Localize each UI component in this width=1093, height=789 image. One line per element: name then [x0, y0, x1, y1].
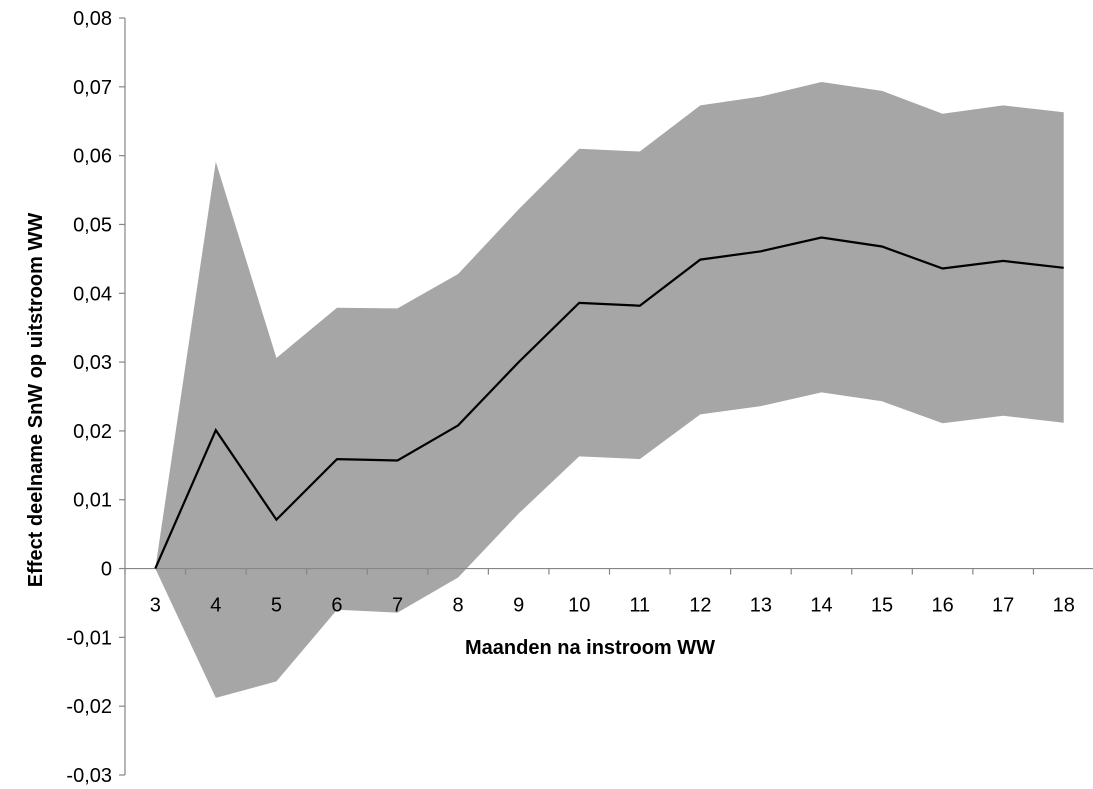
estimate-line [154, 236, 1064, 569]
x-tick-label: 16 [931, 595, 953, 617]
x-tick-label: 9 [513, 595, 524, 617]
x-tick-label: 11 [629, 595, 650, 617]
confidence-band-layer [155, 82, 1064, 698]
y-tick-label: 0,02 [73, 421, 112, 443]
x-tick-label: 13 [750, 595, 772, 617]
x-tick-label: 7 [392, 595, 403, 617]
x-tick-label: 12 [689, 595, 711, 617]
confidence-band [155, 82, 1064, 698]
y-axis-title: Effect deelname SnW op uitstroom WW [25, 213, 47, 588]
x-tick-labels: 3 4 5 6 7 8 9 10 11 12 13 14 15 16 17 18 [150, 595, 1075, 617]
x-tick-label: 4 [210, 595, 221, 617]
x-tick-label: 17 [992, 595, 1014, 617]
y-tick-label: 0,07 [73, 77, 112, 99]
axes [119, 17, 1093, 776]
x-axis-title: Maanden na instroom WW [465, 637, 715, 659]
y-tick-label: 0,05 [73, 214, 112, 236]
estimate-line-layer [154, 236, 1064, 569]
x-tick-label: 10 [568, 595, 590, 617]
x-tick-label: 5 [271, 595, 282, 617]
x-tick-label: 14 [810, 595, 832, 617]
y-tick-label: 0,06 [73, 146, 112, 168]
x-tick-label: 18 [1053, 595, 1075, 617]
x-tick-label: 3 [150, 595, 161, 617]
y-tick-label: -0,01 [66, 627, 112, 649]
x-tick-label: 15 [871, 595, 893, 617]
y-tick-label: 0,08 [73, 8, 112, 30]
y-tick-label: 0,01 [73, 490, 112, 512]
y-tick-label: 0,04 [73, 283, 112, 305]
y-tick-label: -0,03 [66, 765, 112, 787]
y-tick-label: 0,03 [73, 352, 112, 374]
x-tick-label: 6 [331, 595, 342, 617]
y-tick-labels: -0,03 -0,02 -0,01 0 0,01 0,02 0,03 0,04 0,05 0,06… [66, 8, 112, 787]
y-tick-label: -0,02 [66, 696, 112, 718]
y-tick-label: 0 [101, 559, 112, 581]
x-tick-label: 8 [453, 595, 464, 617]
